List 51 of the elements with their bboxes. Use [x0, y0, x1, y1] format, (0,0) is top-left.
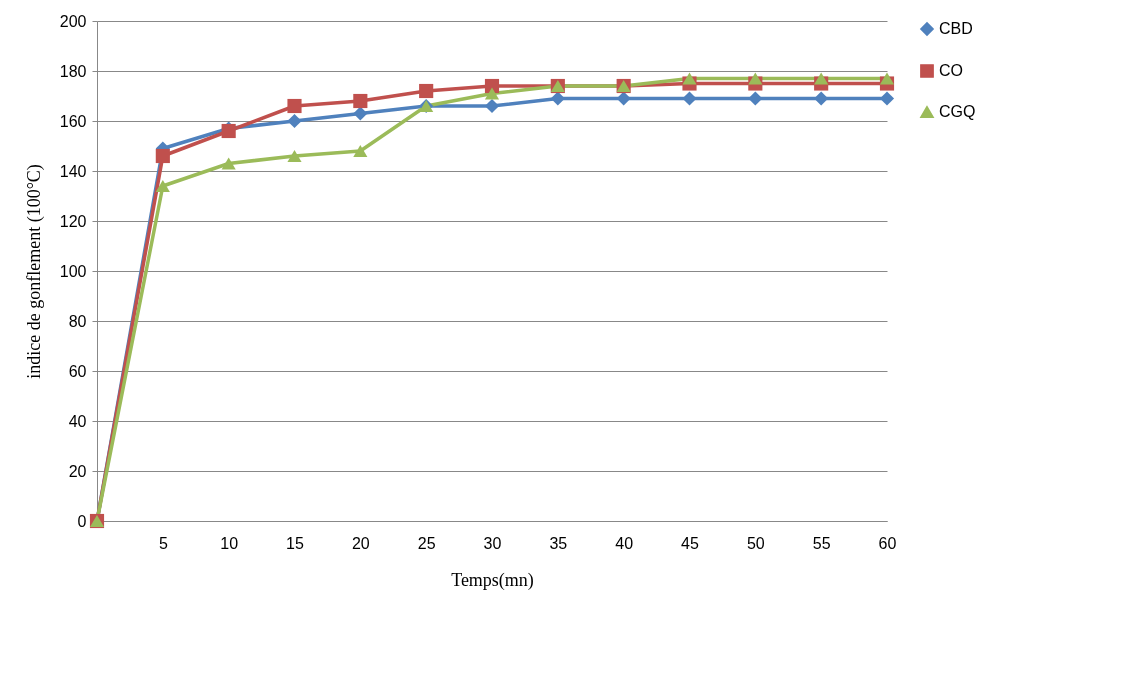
point — [814, 72, 829, 85]
point — [748, 91, 763, 106]
y-tick-label: 100 — [59, 262, 87, 280]
x-tick-label: 30 — [483, 534, 502, 552]
y-tick-label: 120 — [59, 212, 87, 230]
x-tick-label: 50 — [746, 534, 765, 552]
y-axis-title: indice de gonflement (100°C) — [23, 164, 45, 379]
point — [353, 106, 368, 121]
y-tick-label: 200 — [59, 12, 87, 30]
x-tick-label: 5 — [158, 534, 168, 552]
y-tick-label: 60 — [68, 362, 87, 380]
point — [419, 83, 434, 99]
point — [748, 72, 763, 85]
x-tick-label: 35 — [549, 534, 568, 552]
point — [484, 78, 500, 94]
legend-label: CGQ — [939, 103, 976, 120]
point — [353, 144, 368, 158]
x-tick-label: 55 — [812, 534, 831, 552]
point — [287, 149, 302, 163]
x-tick-label: 15 — [286, 534, 304, 552]
point — [550, 91, 565, 106]
point — [879, 72, 895, 85]
legend-label: CO — [939, 62, 963, 79]
point — [287, 113, 302, 129]
point — [616, 91, 631, 106]
point — [814, 91, 829, 106]
x-tick-label: 40 — [615, 534, 634, 552]
point — [353, 93, 368, 109]
y-tick-label: 80 — [68, 312, 87, 330]
point — [879, 91, 895, 106]
x-tick-label: 60 — [878, 534, 897, 552]
x-axis-title: Temps(mn) — [451, 569, 534, 591]
legend-label: CBD — [939, 20, 973, 37]
y-tick-label: 20 — [68, 462, 87, 480]
y-tick-label: 40 — [68, 412, 87, 430]
x-tick-label: 10 — [220, 534, 239, 552]
point — [484, 87, 500, 100]
point — [682, 72, 697, 85]
x-tick-label: 45 — [681, 534, 699, 552]
point — [155, 148, 170, 164]
y-tick-label: 0 — [77, 512, 87, 530]
y-tick-label: 180 — [59, 62, 87, 80]
point — [287, 98, 302, 114]
x-tick-label: 25 — [417, 534, 436, 552]
point — [682, 91, 697, 106]
point — [484, 98, 500, 114]
point — [221, 157, 236, 170]
x-tick-label: 20 — [351, 534, 370, 552]
point — [155, 179, 170, 193]
y-tick-label: 140 — [59, 162, 87, 180]
y-tick-label: 160 — [59, 112, 87, 130]
